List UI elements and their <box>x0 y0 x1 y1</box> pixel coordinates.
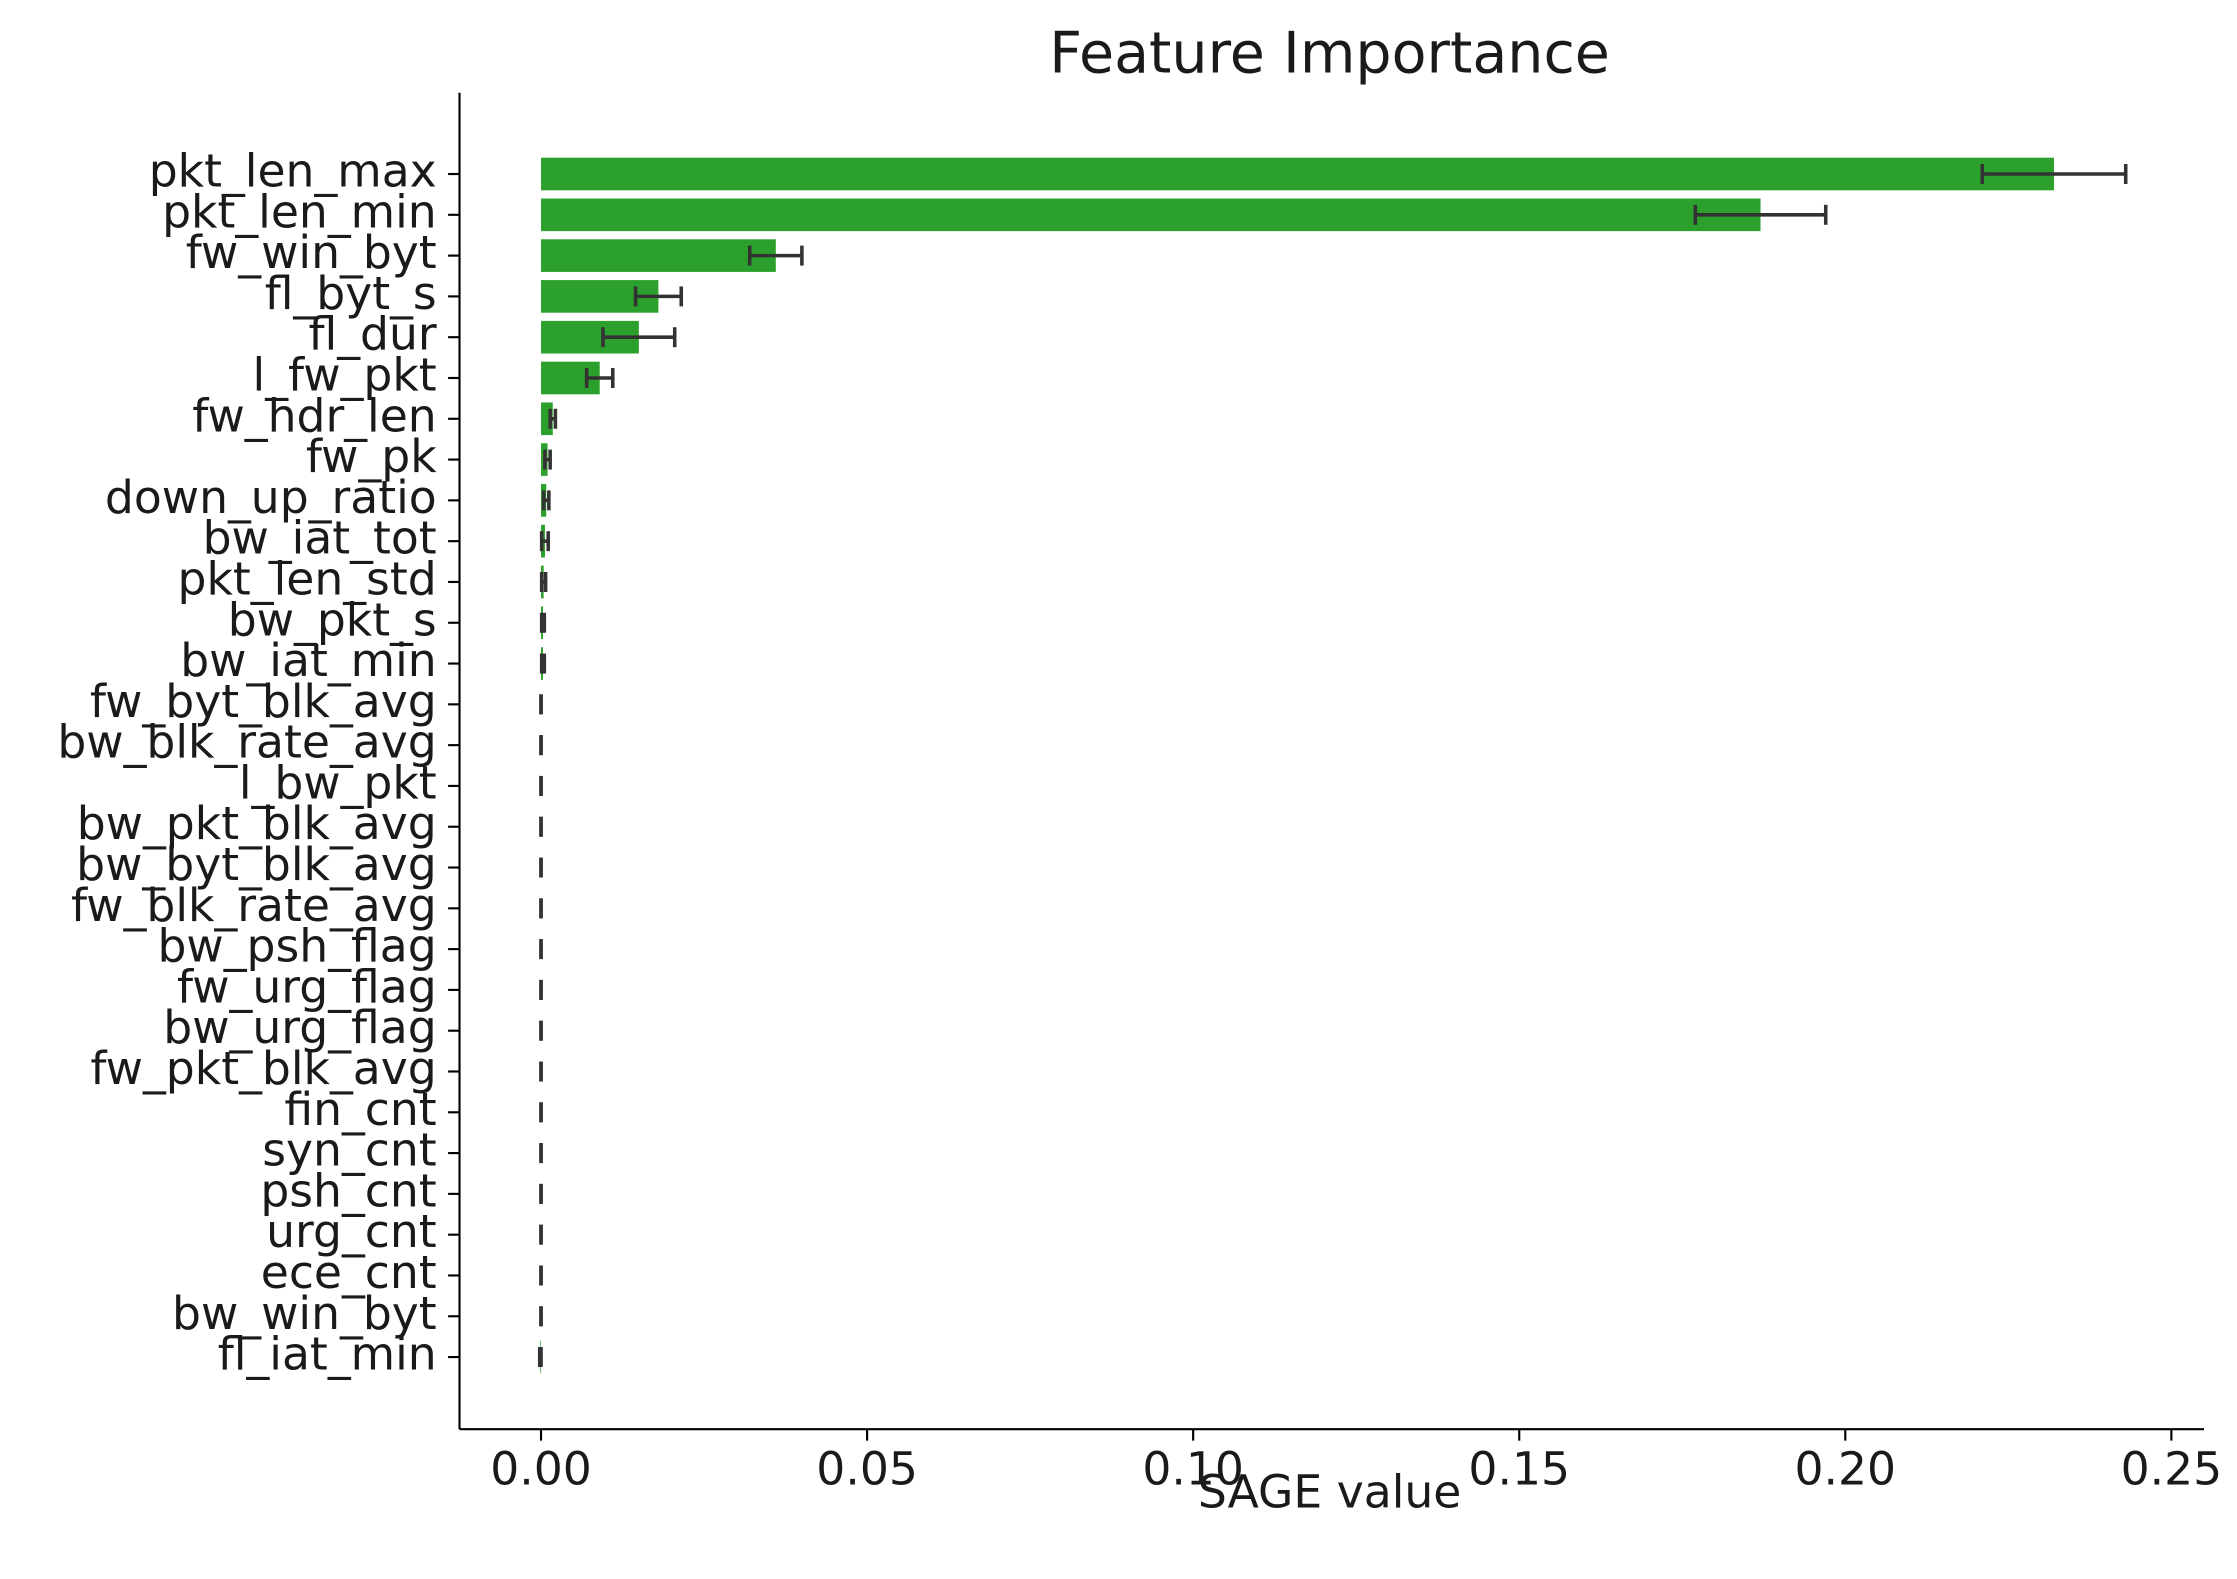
y-tick-label: bw_iat_min <box>180 634 436 687</box>
y-tick-label: fl_dur <box>309 308 437 361</box>
x-tick-label: 0.25 <box>2121 1443 2223 1496</box>
y-tick-label: psh_cnt <box>260 1164 436 1217</box>
bar <box>541 198 1761 232</box>
y-tick-label: pkt_len_std <box>178 552 437 605</box>
y-tick-label: fw_pk <box>306 430 437 483</box>
error-bar <box>543 449 552 470</box>
error-bar <box>633 286 684 307</box>
y-tick-label: bw_win_byt <box>172 1287 437 1340</box>
y-tick-label: fw_hdr_len <box>192 389 436 442</box>
x-tick-label: 0.15 <box>1468 1443 1570 1496</box>
y-tick-label: fl_byt_s <box>265 267 437 320</box>
y-tick-label: bw_pkt_blk_avg <box>77 797 437 850</box>
x-axis-label: SAGE value <box>1198 1465 1462 1518</box>
error-bar <box>541 490 551 511</box>
y-tick-label: fw_urg_flag <box>177 960 437 1013</box>
x-tick-label: 0.20 <box>1795 1443 1897 1496</box>
y-tick-label: syn_cnt <box>262 1124 436 1177</box>
y-tick-label: fl_iat_min <box>218 1328 437 1381</box>
y-tick-label: pkt_len_min <box>162 185 437 238</box>
error-bar <box>537 1347 543 1368</box>
y-tick-label: fw_win_byt <box>186 226 437 279</box>
y-tick-label: fw_byt_blk_avg <box>90 675 437 728</box>
error-bar <box>1980 164 2128 185</box>
error-bar <box>548 408 558 429</box>
error-bar <box>601 327 677 348</box>
y-tick-label: down_up_ratio <box>105 471 437 524</box>
y-tick-label: fin_cnt <box>284 1083 436 1136</box>
y-tick-label: bw_pkt_s <box>228 593 437 646</box>
bar <box>541 239 776 272</box>
error-bar <box>747 245 804 266</box>
error-bar <box>584 368 615 388</box>
error-bar <box>539 531 550 552</box>
x-tick-label: 0.05 <box>816 1443 918 1496</box>
x-tick-label: 0.10 <box>1142 1443 1244 1496</box>
y-tick-label: fw_blk_rate_avg <box>71 879 437 932</box>
error-bar <box>539 612 547 633</box>
y-tick-label: bw_psh_flag <box>157 920 436 973</box>
y-tick-label: bw_urg_flag <box>163 1001 436 1054</box>
y-tick-label: urg_cnt <box>266 1205 437 1258</box>
y-tick-label: l_bw_pkt <box>239 756 437 809</box>
x-tick-label: 0.00 <box>490 1443 592 1496</box>
error-bar <box>1693 204 1828 225</box>
chart-title: Feature Importance <box>1049 21 1610 87</box>
y-tick-label: ece_cnt <box>261 1246 437 1299</box>
y-tick-label: fw_pkt_blk_avg <box>90 1042 436 1095</box>
y-tick-label: bw_blk_rate_avg <box>57 716 436 769</box>
bar <box>541 157 2054 191</box>
y-tick-label: bw_iat_tot <box>203 512 437 565</box>
error-bar <box>539 653 547 674</box>
y-tick-label: pkt_len_max <box>149 145 437 198</box>
bar <box>541 402 553 436</box>
y-tick-label: bw_byt_blk_avg <box>76 838 437 891</box>
error-bar <box>539 571 548 592</box>
y-tick-label: l_fw_pkt <box>253 348 437 401</box>
